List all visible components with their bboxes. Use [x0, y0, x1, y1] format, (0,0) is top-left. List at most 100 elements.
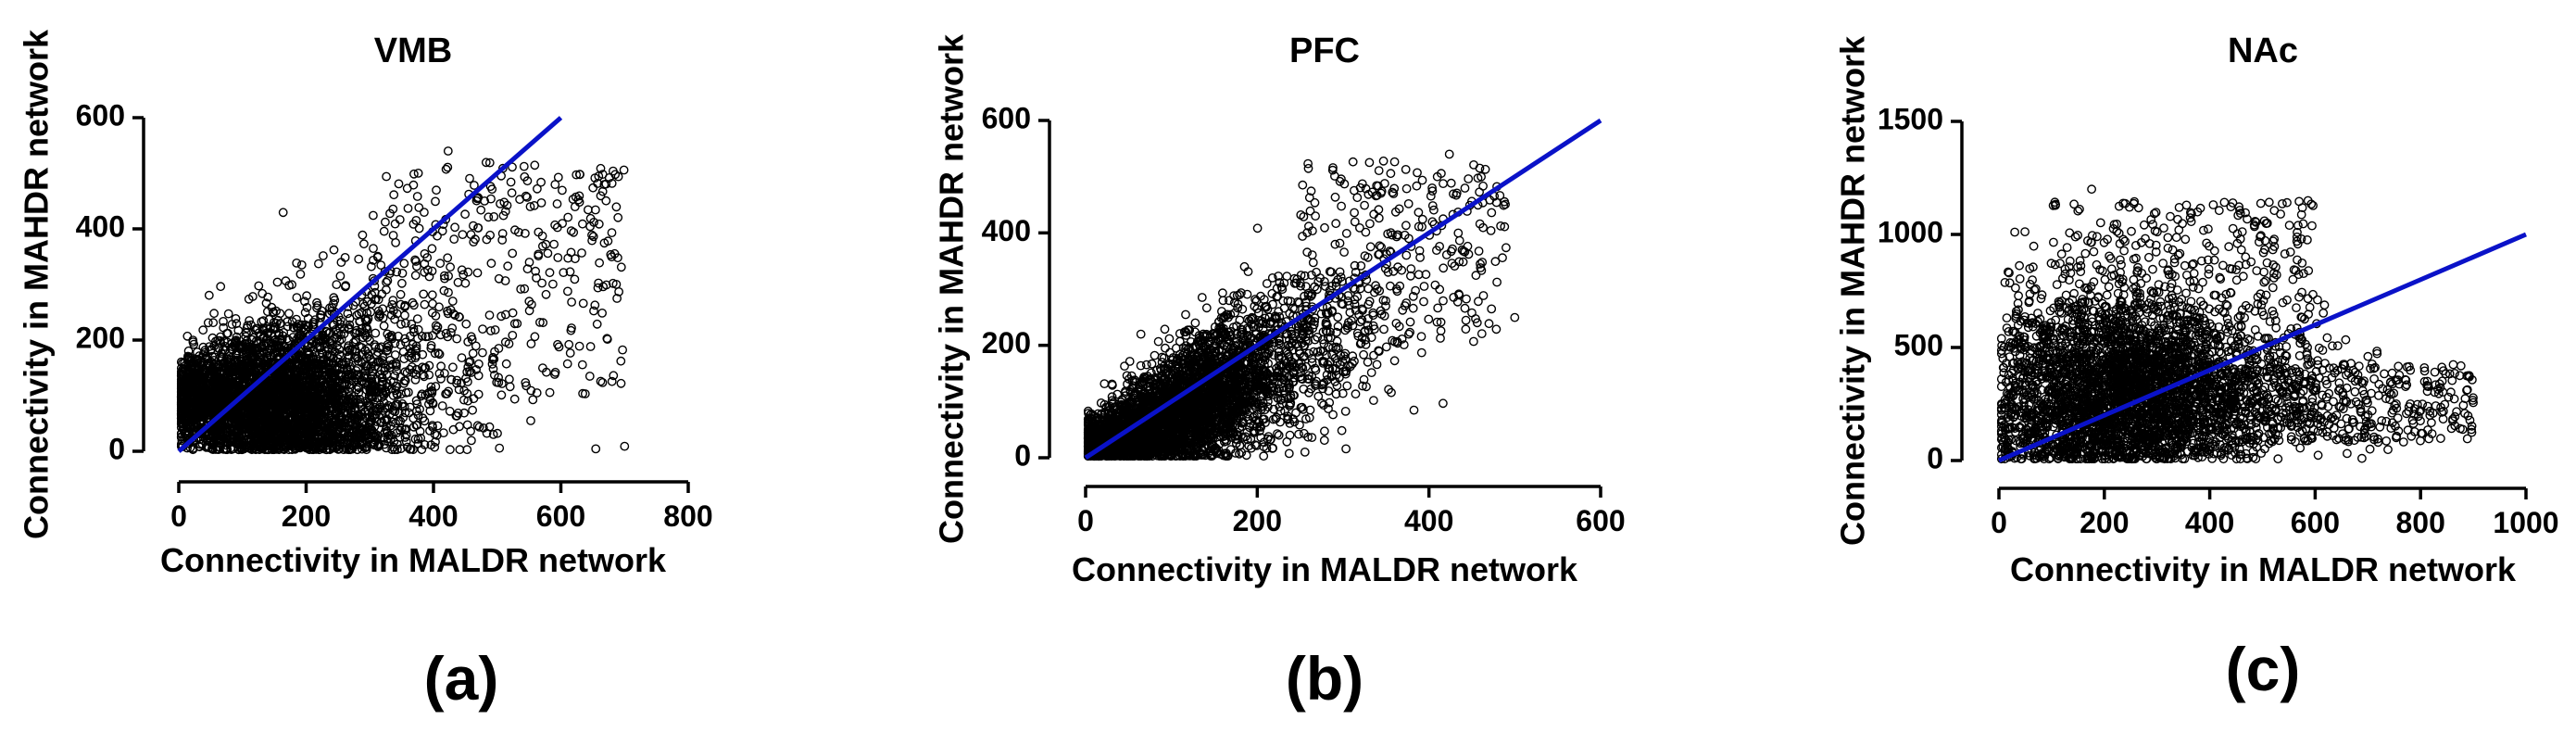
data-point	[420, 299, 430, 309]
data-point	[1365, 242, 1376, 252]
data-point	[296, 259, 307, 270]
data-point	[295, 269, 306, 279]
data-point	[564, 339, 574, 349]
data-point	[1444, 149, 1454, 159]
data-point	[558, 185, 567, 196]
data-point	[1401, 183, 1412, 194]
data-point	[1320, 426, 1329, 436]
data-point	[455, 445, 465, 455]
y-tick-label: 200	[76, 321, 125, 354]
data-point	[388, 231, 398, 240]
data-point	[505, 382, 515, 392]
data-point	[1181, 309, 1190, 320]
data-point	[616, 378, 626, 388]
data-point	[427, 290, 437, 300]
data-point	[203, 318, 213, 328]
data-point	[1319, 436, 1329, 446]
data-point	[478, 347, 487, 358]
data-point	[501, 359, 511, 369]
data-point	[574, 341, 584, 351]
data-point	[434, 348, 444, 358]
data-point	[536, 197, 547, 208]
data-point	[408, 300, 419, 310]
data-point	[541, 289, 551, 299]
data-point	[412, 192, 422, 201]
data-point	[476, 205, 486, 215]
data-point	[434, 369, 445, 378]
data-point	[458, 230, 468, 240]
data-point	[460, 278, 471, 288]
data-point	[613, 212, 623, 222]
data-point	[460, 209, 470, 220]
data-point	[478, 324, 487, 334]
data-point	[1433, 303, 1443, 313]
data-point	[584, 372, 595, 381]
data-point	[507, 188, 517, 198]
data-point	[1360, 200, 1370, 210]
data-point	[591, 444, 601, 454]
data-point	[501, 309, 510, 320]
data-point	[515, 195, 524, 205]
x-tick-label: 0	[170, 499, 187, 533]
data-point	[432, 185, 441, 196]
data-point	[595, 258, 604, 268]
data-point	[577, 248, 586, 258]
data-point	[611, 202, 622, 212]
chart-panel-pfc: PFC Connectivity in MAHDR network Connec…	[933, 32, 1626, 713]
data-point	[332, 280, 342, 289]
data-point	[411, 257, 421, 266]
data-point	[567, 297, 576, 307]
data-point	[618, 345, 627, 355]
data-point	[431, 321, 441, 331]
data-point	[616, 262, 626, 272]
data-point	[390, 350, 400, 360]
data-point	[428, 298, 437, 309]
data-point	[584, 205, 593, 215]
data-point	[446, 262, 455, 272]
data-point	[506, 177, 516, 187]
data-point	[1340, 406, 1351, 416]
data-point	[329, 245, 339, 255]
data-point	[508, 330, 518, 340]
data-point	[389, 190, 399, 200]
data-point	[382, 171, 391, 182]
data-point	[427, 244, 437, 254]
data-point	[585, 342, 596, 351]
data-point	[376, 260, 386, 270]
data-point	[272, 277, 283, 287]
data-point	[369, 244, 378, 253]
data-point	[550, 180, 560, 190]
data-point	[399, 259, 409, 269]
data-point	[379, 321, 389, 331]
data-point	[371, 328, 381, 338]
y-tick-label: 400	[76, 209, 125, 243]
data-point	[284, 309, 294, 319]
data-point	[443, 253, 453, 263]
data-point	[447, 297, 458, 306]
x-axis-label: Connectivity in MALDR network	[1072, 550, 1578, 588]
chart-panel-vmb: VMB Connectivity in MAHDR network Connec…	[18, 29, 713, 713]
data-point	[1439, 398, 1448, 409]
data-point	[391, 237, 400, 247]
data-point	[1408, 303, 1418, 313]
data-point	[545, 268, 555, 278]
data-point	[592, 319, 602, 329]
data-point	[528, 395, 538, 405]
data-point	[465, 357, 475, 366]
data-point	[563, 286, 572, 297]
x-tick-label: 200	[282, 499, 331, 533]
data-point	[209, 309, 220, 319]
y-tick-label: 600	[76, 98, 125, 132]
data-point	[414, 223, 424, 234]
data-point	[578, 298, 588, 309]
data-point	[396, 319, 406, 329]
data-point	[418, 349, 428, 360]
data-point	[526, 416, 535, 425]
data-point	[1401, 221, 1411, 231]
data-point	[400, 310, 409, 321]
data-point	[526, 339, 536, 348]
data-point	[461, 319, 471, 329]
data-point	[390, 219, 400, 229]
data-point	[313, 259, 323, 269]
data-point	[553, 253, 563, 262]
